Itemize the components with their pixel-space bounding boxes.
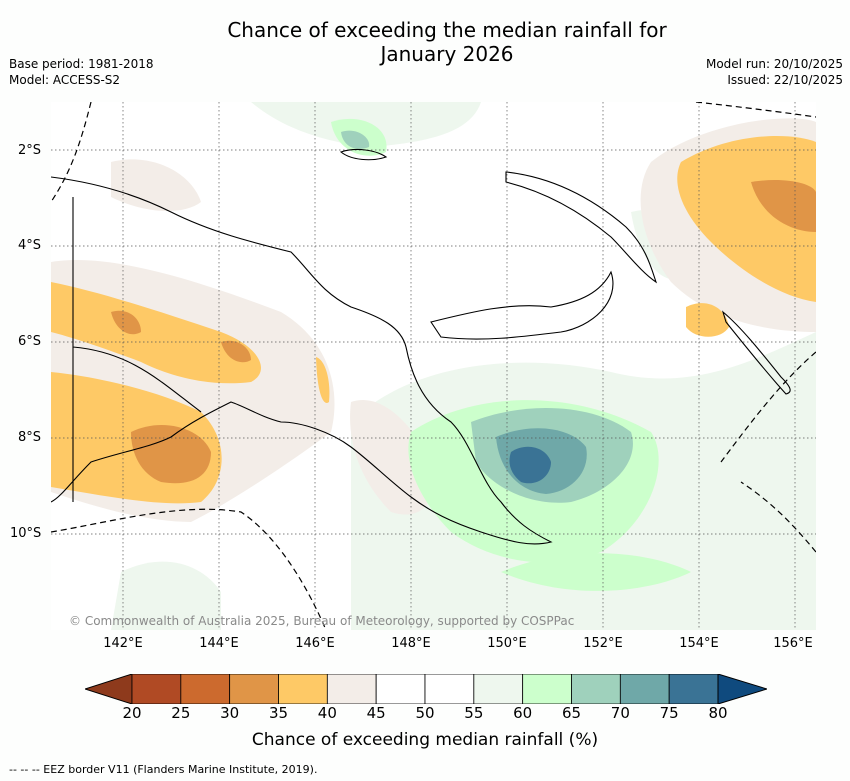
lon-label-154e: 154°E xyxy=(679,636,719,651)
shade-65-70-north xyxy=(341,130,370,149)
lat-label-6s: 6°S xyxy=(18,334,42,349)
colorbar-cell xyxy=(180,674,231,704)
model-run-text: Model run: 20/10/2025 xyxy=(705,57,843,71)
colorbar-cell xyxy=(375,674,426,704)
model-text: Model: ACCESS-S2 xyxy=(9,73,121,87)
lon-label-144e: 144°E xyxy=(199,636,239,651)
shade-40-45-nw xyxy=(111,159,201,212)
map-canvas xyxy=(51,102,816,630)
issued-text: Issued: 22/10/2025 xyxy=(727,73,843,87)
colorbar-cell xyxy=(424,674,475,704)
colorbar-tick-label: 35 xyxy=(268,704,289,722)
base-period-text: Base period: 1981-2018 xyxy=(9,57,154,71)
lon-label-152e: 152°E xyxy=(583,636,623,651)
colorbar-tick-label: 80 xyxy=(708,704,728,722)
colorbar-tick-label: 25 xyxy=(171,704,191,722)
colorbar-cells xyxy=(131,674,719,704)
model-info: Base period: 1981-2018 Model: ACCESS-S2 xyxy=(9,56,154,88)
colorbar-cell xyxy=(326,674,377,704)
map-title: Chance of exceeding the median rainfall … xyxy=(0,18,850,66)
colorbar-cell xyxy=(473,674,524,704)
colorbar-cell xyxy=(668,674,719,704)
shade-30-35-northeast xyxy=(751,180,816,232)
bougainville-coast xyxy=(721,310,791,395)
shade-30-35-mid xyxy=(221,340,251,363)
colorbar-under-arrow xyxy=(85,674,133,704)
colorbar-tick-label: 60 xyxy=(513,704,533,722)
lat-label-4s: 4°S xyxy=(18,238,42,253)
colorbar-tick-label: 30 xyxy=(220,704,240,722)
png-indonesia-border xyxy=(72,197,202,502)
lat-label-8s: 8°S xyxy=(18,430,42,445)
shade-40-45-central xyxy=(350,400,434,515)
eez-borders xyxy=(51,102,816,630)
colorbar-tick-label: 50 xyxy=(415,704,435,722)
shade-60-65-south-strip xyxy=(501,553,691,591)
colorbar-tick-label: 45 xyxy=(366,704,386,722)
lon-label-156e: 156°E xyxy=(773,636,813,651)
new-guinea-coast xyxy=(51,176,553,545)
colorbar-tick-label: 75 xyxy=(659,704,679,722)
colorbar-cell xyxy=(229,674,279,704)
lon-label-146e: 146°E xyxy=(295,636,335,651)
lat-label-2s: 2°S xyxy=(18,143,42,158)
shade-30-35-west xyxy=(131,424,211,484)
colorbar-cell xyxy=(522,674,572,704)
run-info: Model run: 20/10/2025 Issued: 22/10/2025 xyxy=(706,56,843,88)
lon-label-148e: 148°E xyxy=(391,636,431,651)
coastlines xyxy=(51,148,791,545)
new-britain-coast xyxy=(430,270,614,340)
colorbar xyxy=(85,674,767,704)
shade-35-40-central-strip xyxy=(316,357,330,403)
colorbar-tick-label: 20 xyxy=(122,704,142,722)
colorbar-cell xyxy=(571,674,621,704)
new-ireland-coast xyxy=(505,171,658,284)
colorbar-tick-label: 65 xyxy=(561,704,582,722)
lat-label-10s: 10°S xyxy=(10,526,42,541)
lon-label-142e: 142°E xyxy=(103,636,143,651)
manus-coast xyxy=(339,148,388,161)
colorbar-over-arrow xyxy=(717,674,767,704)
colorbar-label: Chance of exceeding median rainfall (%) xyxy=(251,730,599,750)
colorbar-tick-label: 40 xyxy=(317,704,337,722)
colorbar-tick-label: 70 xyxy=(610,704,630,722)
colorbar-tick-label: 55 xyxy=(464,704,484,722)
title-line-1: Chance of exceeding the median rainfall … xyxy=(227,18,667,42)
eez-footnote: -- -- -- EEZ border V11 (Flanders Marine… xyxy=(9,763,318,776)
map-credit: © Commonwealth of Australia 2025, Bureau… xyxy=(69,614,575,628)
shade-75-80-southeast xyxy=(509,446,551,484)
shade-35-40-northeast xyxy=(677,136,816,302)
rainfall-map xyxy=(51,102,816,630)
shade-30-35-nw-strip xyxy=(111,310,141,335)
colorbar-cell xyxy=(278,674,328,704)
shade-35-40-east xyxy=(686,303,729,337)
shade-35-40-west-north xyxy=(51,282,261,384)
shade-55-60-southwest xyxy=(111,561,221,630)
colorbar-cell xyxy=(619,674,670,704)
lon-label-150e: 150°E xyxy=(487,636,527,651)
colorbar-cell xyxy=(131,674,182,704)
title-line-2: January 2026 xyxy=(380,42,514,66)
